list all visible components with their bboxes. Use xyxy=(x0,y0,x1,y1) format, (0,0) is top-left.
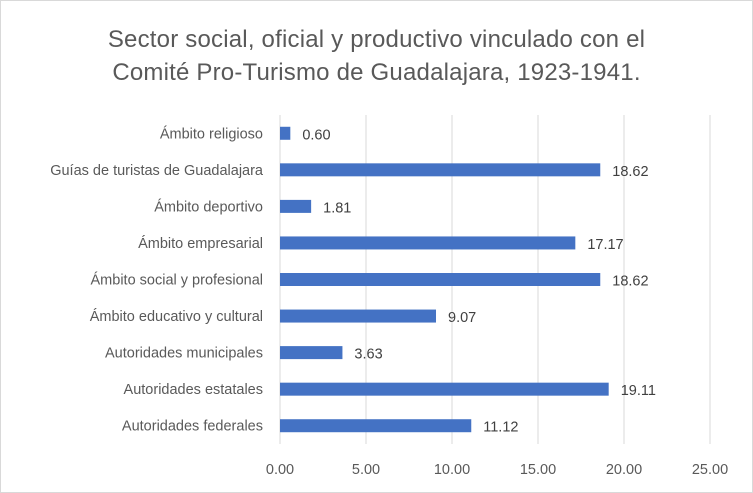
chart-title: Sector social, oficial y productivo vinc… xyxy=(1,23,752,89)
bar xyxy=(280,309,437,323)
x-tick-label: 5.00 xyxy=(352,462,380,478)
category-label: Guías de turistas de Guadalajara xyxy=(50,163,264,179)
category-label: Ámbito deportivo xyxy=(154,198,263,215)
bar xyxy=(280,126,291,140)
bar xyxy=(280,346,343,360)
category-label: Ámbito religioso xyxy=(160,125,263,142)
x-tick-label: 25.00 xyxy=(692,462,728,478)
chart-title-line1: Sector social, oficial y productivo vinc… xyxy=(107,26,646,53)
data-label: 3.63 xyxy=(354,347,382,363)
data-label: 18.62 xyxy=(612,164,648,180)
bar xyxy=(280,199,312,213)
category-label: Autoridades municipales xyxy=(105,346,263,362)
data-label: 0.60 xyxy=(302,127,330,143)
x-tick-label: 20.00 xyxy=(606,462,642,478)
category-label: Ámbito social y profesional xyxy=(91,272,263,289)
data-label: 19.11 xyxy=(621,383,656,399)
category-label: Autoridades federales xyxy=(122,419,263,435)
category-label: Ámbito empresarial xyxy=(138,235,263,252)
bar xyxy=(280,419,472,433)
category-label: Autoridades estatales xyxy=(124,382,263,398)
data-label: 11.12 xyxy=(483,420,518,436)
chart-title-line2: Comité Pro-Turismo de Guadalajara, 1923-… xyxy=(112,59,641,86)
category-label: Ámbito educativo y cultural xyxy=(90,308,263,325)
bar xyxy=(280,163,601,177)
bar xyxy=(280,236,576,250)
bar xyxy=(280,273,601,286)
x-tick-label: 15.00 xyxy=(520,462,556,478)
data-label: 9.07 xyxy=(448,310,476,326)
data-label: 1.81 xyxy=(323,200,351,216)
x-tick-label: 10.00 xyxy=(434,462,470,478)
x-tick-label: 0.00 xyxy=(266,462,294,478)
bar xyxy=(280,382,609,396)
data-label: 17.17 xyxy=(587,237,623,253)
data-label: 18.62 xyxy=(612,274,648,290)
